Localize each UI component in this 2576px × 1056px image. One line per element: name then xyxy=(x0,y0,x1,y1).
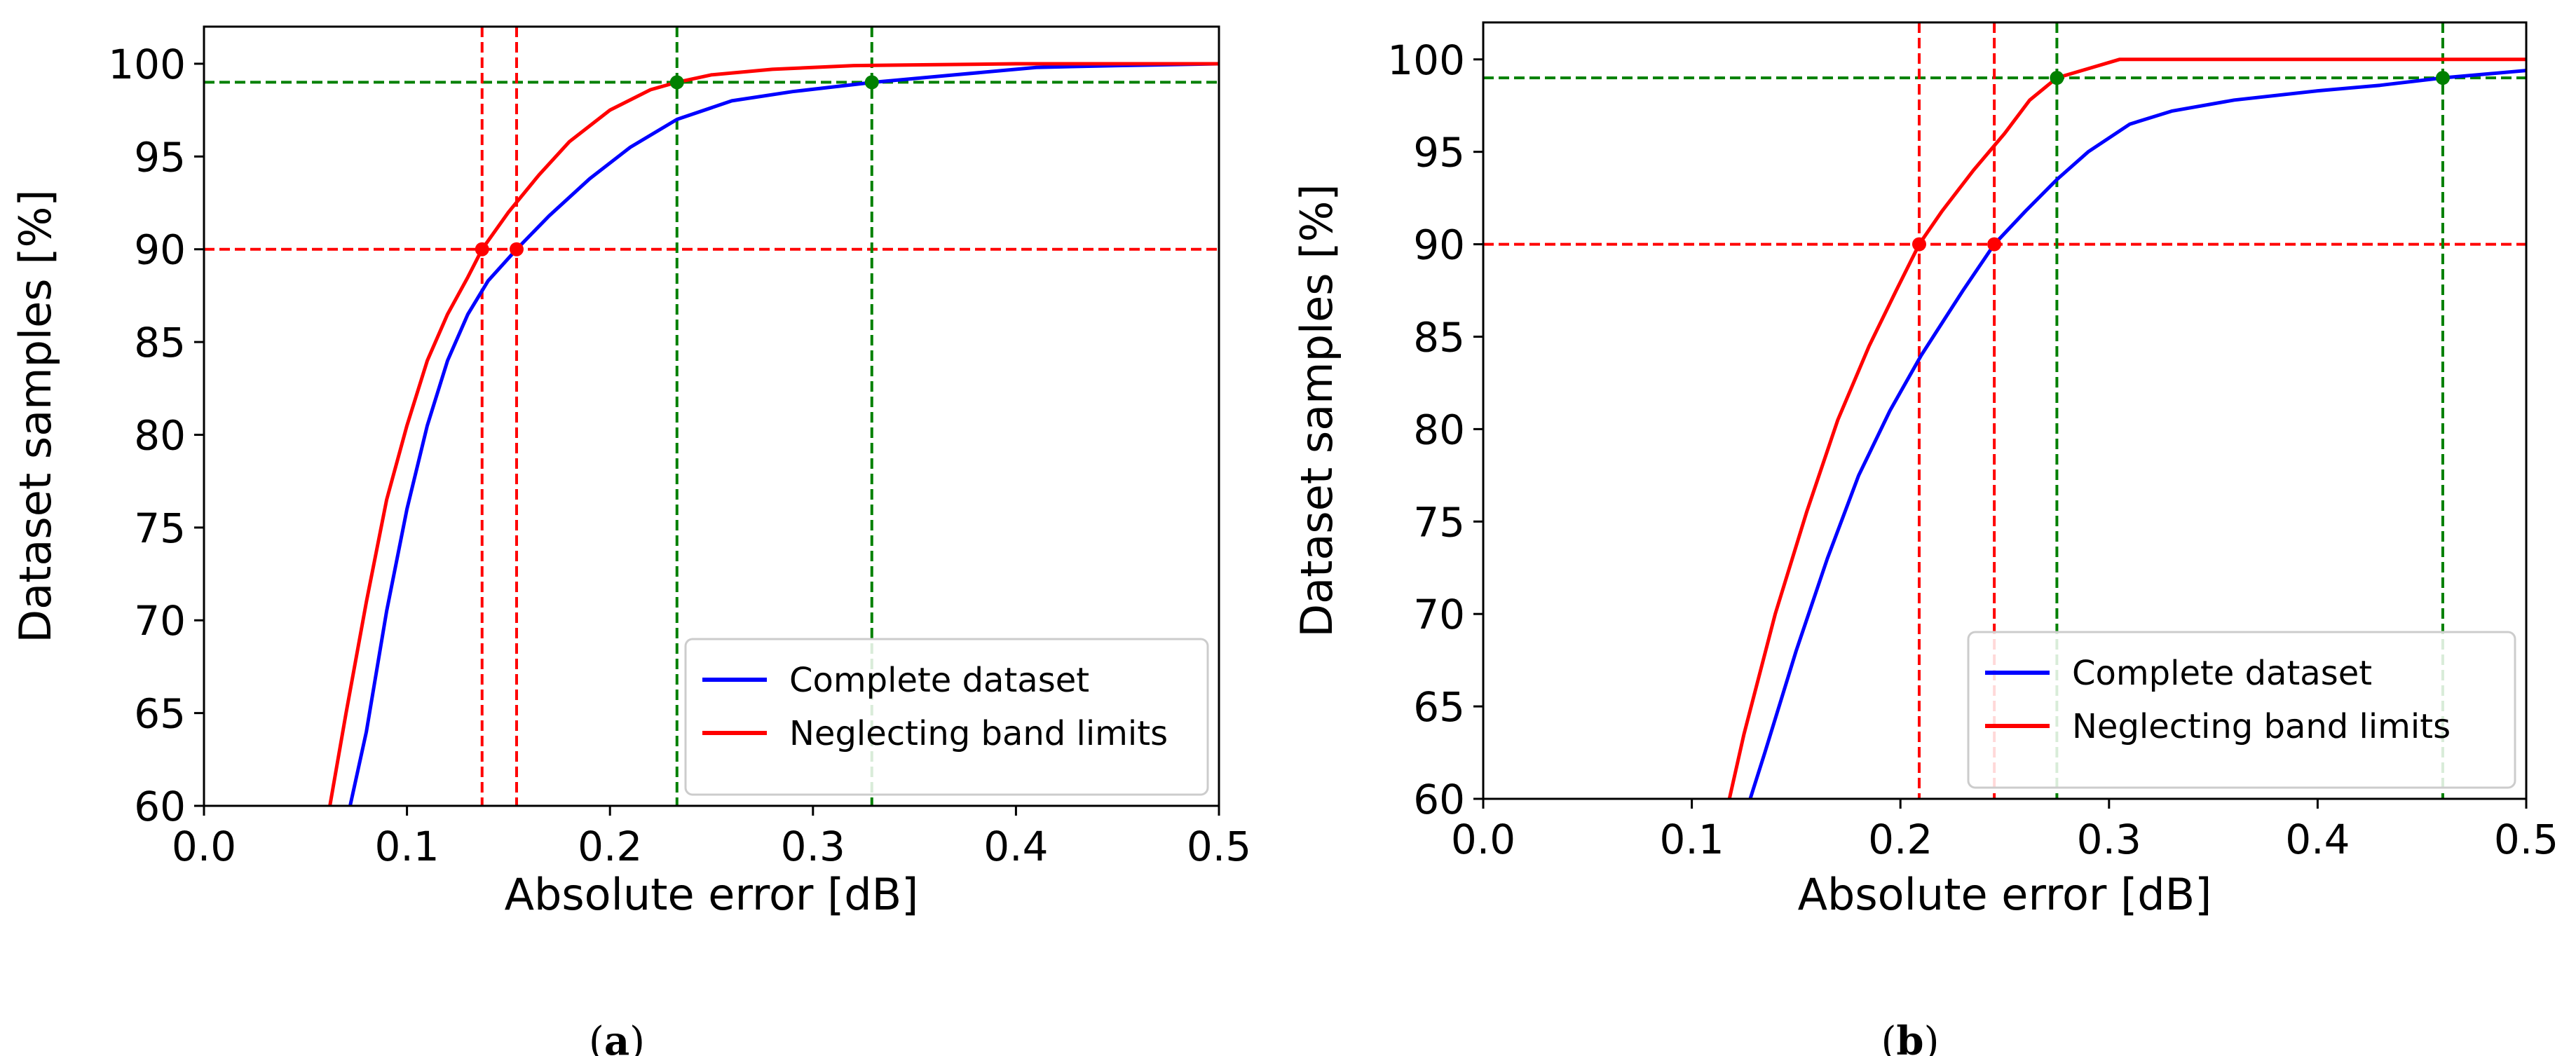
legend-label: Neglecting band limits xyxy=(789,714,1168,753)
y-tick-label: 85 xyxy=(134,319,186,366)
axes-frame xyxy=(203,25,1220,807)
y-tick-label: 85 xyxy=(1413,313,1465,361)
y-tick-label: 75 xyxy=(1413,498,1465,546)
legend: Complete dataset Neglecting band limits xyxy=(1967,631,2516,789)
y-tick-label: 70 xyxy=(1413,591,1465,638)
series-line xyxy=(1727,57,2526,799)
x-tick-label: 0.2 xyxy=(1868,816,1933,863)
legend-label: Complete dataset xyxy=(789,661,1089,700)
chart-panel-b: 0.0 0.1 0.2 0.3 0.4 0.5 60 65 70 75 80 85 90 95 100 Abs… xyxy=(1291,21,2558,920)
marker-point xyxy=(509,242,524,256)
y-tick-label: 60 xyxy=(1413,776,1465,823)
marker-point xyxy=(864,75,879,90)
series-line xyxy=(1748,69,2526,799)
x-tick-label: 0.2 xyxy=(578,823,642,870)
legend-box xyxy=(1967,631,2516,789)
marker-point xyxy=(2050,71,2064,85)
plot-area xyxy=(204,27,1219,806)
y-axis-label: Dataset samples [%] xyxy=(10,189,61,643)
y-tick-label: 80 xyxy=(1413,406,1465,453)
x-tick-label: 0.3 xyxy=(781,823,845,870)
x-tick-label: 0.1 xyxy=(1659,816,1724,863)
y-tick-label: 80 xyxy=(134,411,186,459)
marker-point xyxy=(1987,237,2002,252)
y-tick-label: 70 xyxy=(134,597,186,645)
y-axis-label: Dataset samples [%] xyxy=(1291,184,1342,637)
panel-label-b: (b) xyxy=(1881,1018,1940,1056)
x-tick-label: 0.1 xyxy=(374,823,439,870)
y-tick-label: 65 xyxy=(134,690,186,738)
legend-box xyxy=(684,638,1209,796)
y-tick-label: 100 xyxy=(1387,36,1465,84)
y-tick-label: 95 xyxy=(1413,129,1465,177)
marker-point xyxy=(669,75,684,90)
x-tick-label: 0.0 xyxy=(1451,816,1515,863)
x-axis-label: Absolute error [dB] xyxy=(505,869,919,920)
y-tick-label: 65 xyxy=(1413,683,1465,731)
marker-point xyxy=(475,242,489,256)
marker-point xyxy=(1911,237,1926,252)
x-tick-label: 0.5 xyxy=(2494,816,2558,863)
axes-frame xyxy=(1482,21,2528,800)
x-axis-label: Absolute error [dB] xyxy=(1798,869,2212,920)
series-line xyxy=(348,62,1219,806)
y-tick-label: 95 xyxy=(134,133,186,181)
x-tick-label: 0.5 xyxy=(1187,823,1251,870)
y-tick-label: 100 xyxy=(108,41,186,88)
series-line xyxy=(328,62,1219,806)
y-tick-label: 60 xyxy=(134,783,186,830)
y-tick-label: 75 xyxy=(134,505,186,552)
x-tick-label: 0.4 xyxy=(2285,816,2350,863)
legend-label: Neglecting band limits xyxy=(2072,707,2451,746)
legend: Complete dataset Neglecting band limits xyxy=(684,638,1209,796)
y-tick-label: 90 xyxy=(134,226,186,274)
panel-label-a: (a) xyxy=(589,1018,645,1056)
chart-panel-a: 0.0 0.1 0.2 0.3 0.4 0.5 60 65 70 75 80 85 90 95 100 Abs… xyxy=(10,25,1251,920)
marker-point xyxy=(2435,71,2450,85)
x-tick-label: 0.3 xyxy=(2077,816,2141,863)
y-tick-label: 90 xyxy=(1413,221,1465,269)
x-tick-label: 0.0 xyxy=(172,823,236,870)
plot-area xyxy=(1483,22,2526,799)
legend-label: Complete dataset xyxy=(2072,654,2372,693)
x-tick-label: 0.4 xyxy=(983,823,1048,870)
